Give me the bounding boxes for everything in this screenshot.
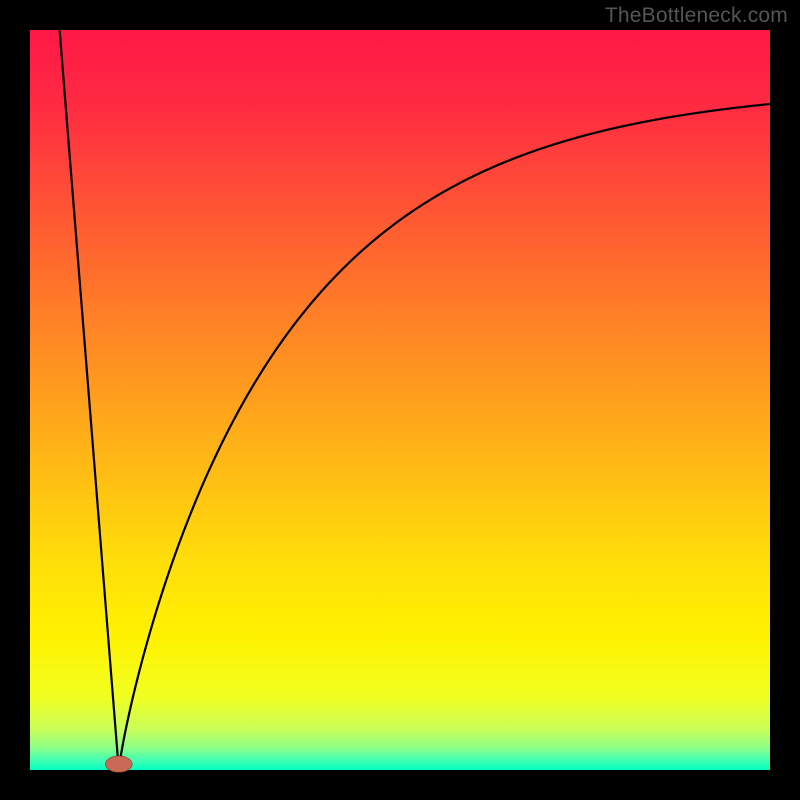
- watermark-text: TheBottleneck.com: [605, 4, 788, 28]
- minimum-marker: [105, 756, 132, 772]
- bottleneck-chart: [0, 0, 800, 800]
- plot-background-gradient: [30, 30, 770, 770]
